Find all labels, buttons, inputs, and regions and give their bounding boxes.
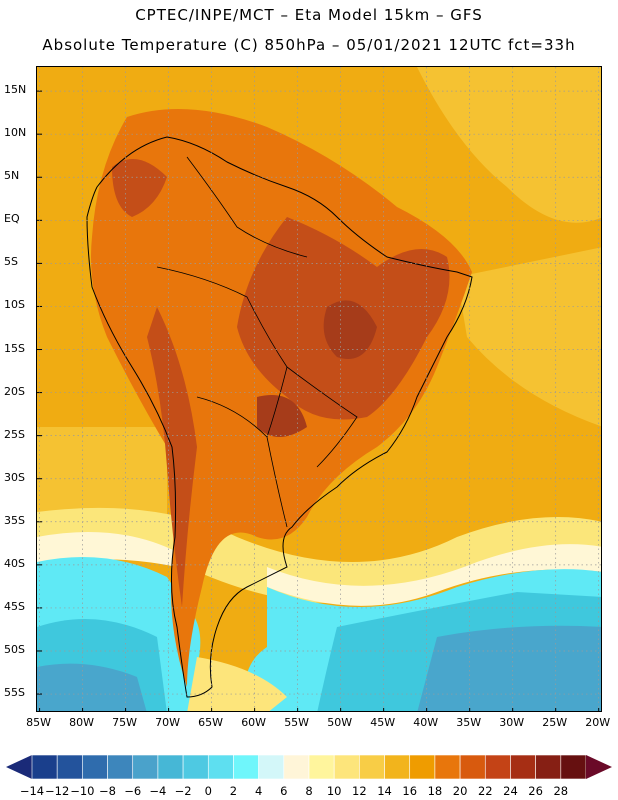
colorbar-label: 14	[377, 784, 392, 798]
chart-title-line2: Absolute Temperature (C) 850hPa – 05/01/…	[42, 36, 576, 54]
colorbar-label: 10	[326, 784, 342, 798]
colorbar-box	[157, 754, 184, 780]
field-deep-east	[417, 625, 601, 711]
border-central	[156, 266, 288, 438]
colorbar-boxes	[31, 754, 587, 780]
colorbar-box	[233, 754, 259, 780]
colorbar-box	[384, 754, 411, 780]
lon-label: 65W	[198, 716, 224, 729]
lon-label: 75W	[112, 716, 138, 729]
colorbar-box	[56, 754, 83, 780]
colorbar-box	[82, 754, 108, 780]
colorbar-label: −8	[99, 784, 116, 798]
colorbar-label: 22	[477, 784, 493, 798]
colorbar-box	[459, 754, 486, 780]
lat-label: 50S	[4, 642, 25, 656]
colorbar-box	[207, 754, 234, 780]
border-south	[286, 366, 358, 468]
colorbar-label: −12	[45, 784, 70, 798]
field-pale-band-east	[267, 544, 601, 606]
lat-label: 45S	[4, 599, 25, 613]
colorbar-label: 0	[204, 784, 212, 798]
lat-label: EQ	[4, 212, 20, 226]
lat-label: 5S	[4, 255, 18, 269]
colorbar-label: 6	[280, 784, 288, 798]
lat-label: 35S	[4, 513, 25, 527]
colorbar-box	[484, 754, 511, 780]
lat-label: 15S	[4, 341, 25, 355]
lat-label: 10S	[4, 298, 25, 312]
colorbar-label: 16	[402, 784, 418, 798]
lon-label: 85W	[26, 716, 52, 729]
field-ocean-north-east	[417, 67, 601, 223]
lon-label: 50W	[327, 716, 353, 729]
coastline-south-america	[86, 136, 473, 698]
colorbar-label: −2	[174, 784, 192, 798]
field-deep-west	[37, 663, 147, 711]
colorbar-label: 12	[352, 784, 367, 798]
lon-label: 60W	[241, 716, 267, 729]
lon-label: 35W	[456, 716, 482, 729]
field-hottest-patch	[323, 300, 377, 359]
colorbar-box	[510, 754, 536, 780]
colorbar-box	[283, 754, 310, 780]
lon-label: 40W	[413, 716, 439, 729]
colorbar-label: −14	[19, 784, 45, 798]
lon-label: 25W	[542, 716, 568, 729]
colorbar-label: 24	[503, 784, 518, 798]
lon-label: 20W	[585, 716, 611, 729]
colorbar-box	[258, 754, 285, 780]
colorbar-label: −6	[124, 784, 142, 798]
colorbar-box	[535, 754, 562, 780]
colorbar-box	[308, 754, 335, 780]
field-patagonia-tip	[187, 657, 287, 711]
colorbar-box	[409, 754, 436, 780]
colorbar-label: 4	[254, 784, 263, 798]
lon-label: 30W	[499, 716, 525, 729]
lat-label: 15N	[4, 83, 27, 97]
colorbar-box	[132, 754, 159, 780]
colorbar-label: −10	[70, 784, 95, 798]
colorbar-arrow-right	[586, 755, 612, 779]
colorbar-box	[107, 754, 134, 780]
colorbar-label: 2	[229, 784, 238, 798]
border-north	[186, 156, 308, 258]
lat-label: 20S	[4, 384, 25, 398]
colorbar-box	[434, 754, 461, 780]
lat-label: 55S	[4, 686, 25, 700]
lon-label: 45W	[370, 716, 396, 729]
colorbar-label: 20	[452, 784, 468, 798]
colorbar-arrow-left	[6, 755, 32, 779]
colorbar-label: 28	[553, 784, 569, 798]
lat-label: 10N	[4, 126, 27, 140]
lon-label: 55W	[284, 716, 310, 729]
colorbar	[6, 754, 612, 780]
colorbar-box	[182, 754, 209, 780]
lon-label: 80W	[69, 716, 95, 729]
lat-label: 5N	[4, 169, 20, 183]
gridlines	[37, 67, 601, 711]
colorbar-box	[359, 754, 385, 780]
border-argentina	[196, 396, 288, 528]
colorbar-label: 26	[528, 784, 543, 798]
chart-title-line1: CPTEC/INPE/MCT – Eta Model 15km – GFS	[135, 6, 483, 24]
colorbar-box	[560, 754, 587, 780]
lon-label: 70W	[155, 716, 181, 729]
colorbar-label: −4	[149, 784, 167, 798]
field-ocean-mid-east	[457, 247, 601, 427]
colorbar-box	[333, 754, 360, 780]
colorbar-label: 18	[427, 784, 443, 798]
colorbar-label: 8	[305, 784, 313, 798]
field-hot-andes	[147, 307, 197, 607]
colorbar-box	[31, 754, 58, 780]
map-canvas	[37, 67, 601, 711]
lat-label: 30S	[4, 470, 25, 484]
lat-label: 25S	[4, 427, 25, 441]
field-hottest-patch-2	[257, 395, 307, 437]
temperature-map[interactable]	[36, 66, 602, 712]
lat-label: 40S	[4, 556, 25, 570]
